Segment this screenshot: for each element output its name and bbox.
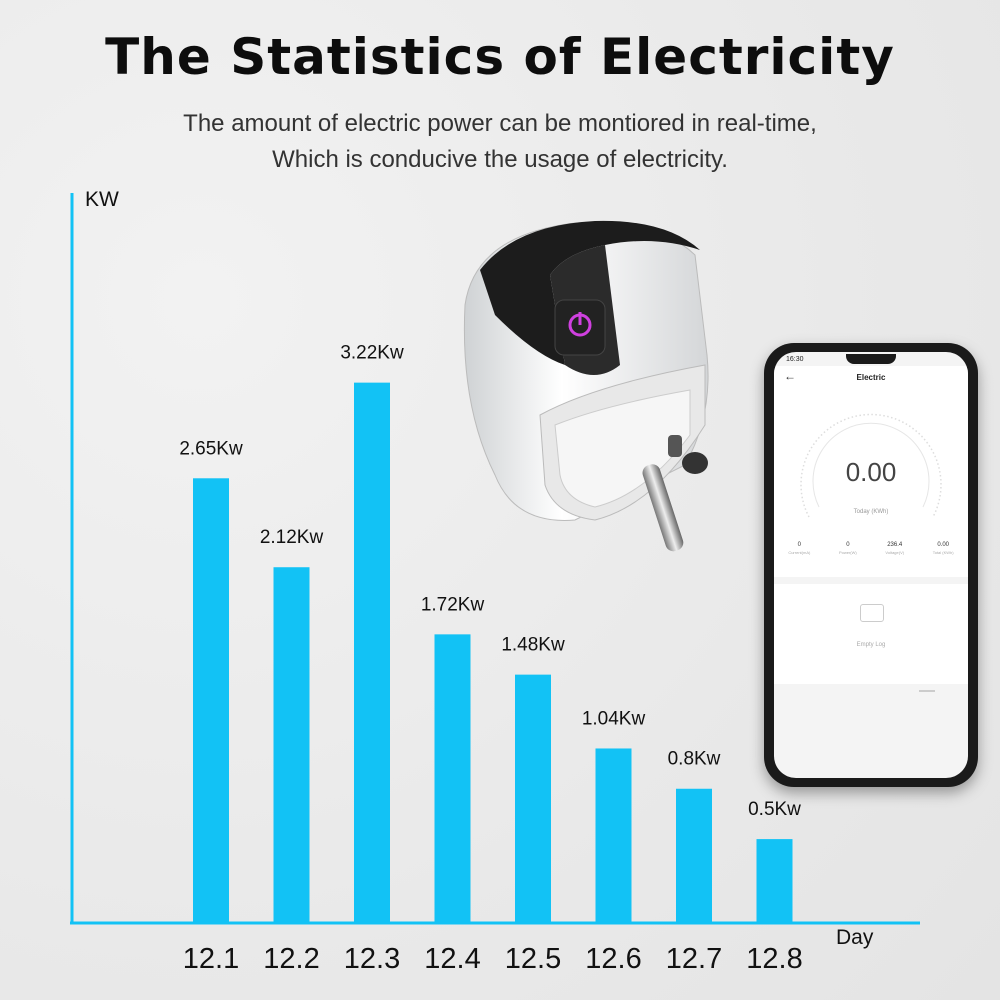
bar-12.8 [756,839,793,923]
bar-12.2 [273,567,310,923]
power-icon [554,299,606,356]
phone-screen: 16:30 ← Electric 0.00 Today (KWh) 0 Curr… [774,352,968,778]
bars-group: 2.65Kw 12.1 2.12Kw 12.2 3.22Kw 12.3 1.72Kw 12.4… [179,343,802,975]
phone-stat-total: 0.00 Total (KWh) [933,542,954,555]
bar-value-label: 1.72Kw [421,594,485,615]
bar-value-label: 3.22Kw [340,343,404,364]
back-arrow-icon[interactable]: ← [784,369,796,383]
stat-label: Voltage(V) [885,550,905,555]
x-tick-label: 12.8 [746,943,802,975]
phone-stat-power: 0 Power(W) [839,542,857,555]
phone-screen-title: Electric [856,373,886,382]
phone-mockup: 16:30 ← Electric 0.00 Today (KWh) 0 Curr… [764,343,978,787]
phone-log-panel: Empty Log [774,584,968,684]
page-title: The Statistics of Electricity [105,28,895,86]
bar-12.6 [595,748,632,923]
phone-gauge-card: 0.00 Today (KWh) 0 Current(mA) 0 Power(W… [774,392,968,577]
phone-energy-label: Today (KWh) [853,509,889,515]
stat-value: 0 [797,542,801,548]
bar-12.1 [193,478,229,923]
bar-12.5 [515,674,551,923]
x-tick-label: 12.1 [183,943,239,975]
bar-value-label: 1.04Kw [582,708,646,729]
bar-12.7 [676,788,712,923]
phone-stats-row: 0 Current(mA) 0 Power(W) 236.4 Voltage(V… [774,542,968,555]
phone-stat-current: 0 Current(mA) [788,542,810,555]
empty-tray-icon [860,604,884,622]
stat-label: Power(W) [838,550,857,555]
bar-value-label: 0.5Kw [748,799,801,820]
stat-label: Total (KWh) [932,550,954,555]
x-tick-label: 12.4 [424,943,480,975]
smart-plug-icon [463,220,709,552]
subtitle-line-2: Which is conducive the usage of electric… [272,146,728,173]
phone-notch [846,354,896,364]
bar-12.4 [434,634,471,923]
phone-status-time: 16:30 [786,356,804,363]
phone-stat-voltage: 236.4 Voltage(V) [885,542,904,555]
stat-value: 0 [846,542,850,548]
bar-value-label: 1.48Kw [501,635,565,656]
gauge-arc [800,413,942,518]
x-tick-label: 12.6 [585,943,641,975]
bar-value-label: 2.65Kw [179,438,243,459]
x-tick-label: 12.2 [263,943,319,975]
bar-value-label: 0.8Kw [668,749,721,770]
bar-value-label: 2.12Kw [260,527,324,548]
x-tick-label: 12.5 [505,943,561,975]
phone-header: ← Electric [774,366,968,392]
subtitle-line-1: The amount of electric power can be mont… [183,110,817,137]
home-indicator [919,690,935,692]
stat-value: 236.4 [887,542,903,548]
x-tick-label: 12.7 [666,943,722,975]
stat-label: Current(mA) [788,550,811,555]
bar-12.3 [354,382,390,923]
stat-value: 0.00 [937,542,950,548]
phone-empty-log: Empty Log [856,642,886,648]
y-axis-label: KW [85,188,119,211]
x-tick-label: 12.3 [344,943,400,975]
x-axis-label: Day [836,926,874,949]
phone-energy-value: 0.00 [845,457,897,487]
